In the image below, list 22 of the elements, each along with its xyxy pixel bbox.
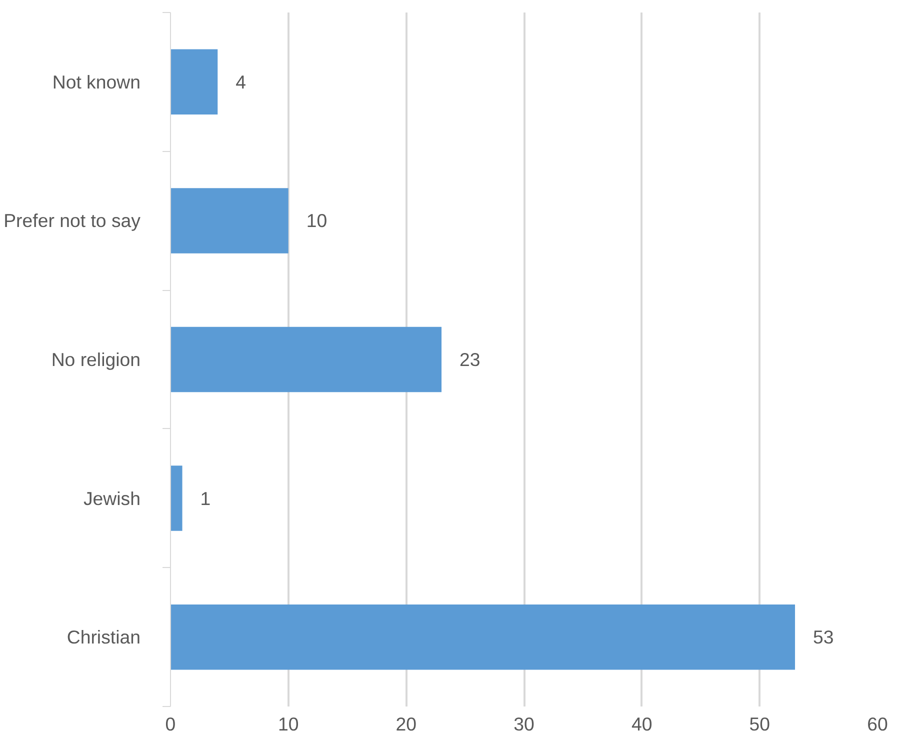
x-tick-label: 10 xyxy=(278,714,299,734)
data-label: 23 xyxy=(460,349,480,370)
bar xyxy=(170,466,182,531)
data-label: 1 xyxy=(200,488,211,509)
x-tick-label: 60 xyxy=(867,714,888,734)
bar xyxy=(170,326,442,392)
x-tick-label: 30 xyxy=(514,714,534,734)
y-tick-label: Christian xyxy=(66,626,141,648)
data-label: 4 xyxy=(236,71,246,92)
bar xyxy=(170,604,796,670)
x-tick-label: 0 xyxy=(165,714,176,734)
data-label: 53 xyxy=(813,626,834,648)
y-tick-label: Not known xyxy=(52,71,141,92)
y-tick-label: No religion xyxy=(51,349,141,370)
y-tick-label: Prefer not to say xyxy=(4,210,142,232)
bar xyxy=(170,49,218,115)
bar xyxy=(170,188,288,254)
y-tick-label: Jewish xyxy=(83,488,141,509)
data-label: 10 xyxy=(306,210,328,232)
x-tick-label: 20 xyxy=(396,714,417,734)
x-tick-label: 50 xyxy=(749,714,770,734)
x-tick-label: 40 xyxy=(631,714,652,734)
